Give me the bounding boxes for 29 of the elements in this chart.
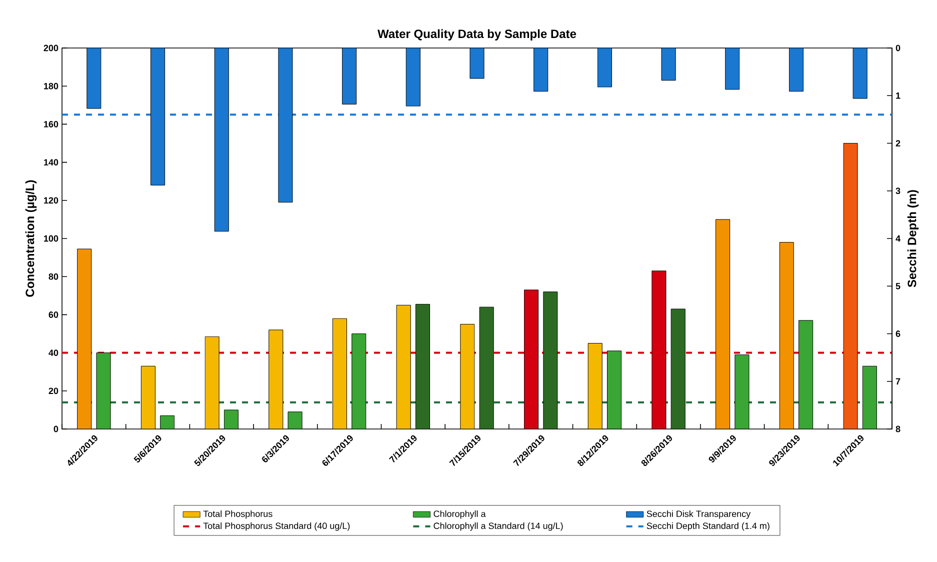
y-tick-label: 180: [44, 82, 58, 90]
legend-label: Total Phosphorus: [203, 510, 272, 519]
y-tick-label: 160: [44, 121, 58, 128]
legend-label: Chlorophyll a: [434, 510, 486, 519]
y2-tick-label: 6: [896, 330, 900, 337]
y-tick-label: 100: [44, 235, 58, 242]
y-tick-label: 80: [48, 273, 58, 280]
legend-label: Secchi Depth Standard (1.4 m): [646, 522, 770, 531]
legend-label: Chlorophyll a Standard (14 ug/L): [434, 522, 563, 531]
y-tick-label: 140: [44, 159, 58, 166]
y-tick-label: 40: [48, 350, 58, 356]
y-axis-title: Concentration (µg/L): [25, 180, 37, 297]
chart-title: Water Quality Data by Sample Date: [378, 29, 576, 40]
y2-tick-label: 4: [896, 235, 900, 242]
y2-tick-label: 7: [896, 378, 900, 384]
y-tick-label: 200: [44, 44, 58, 52]
legend-label: Total Phosphorus Standard (40 ug/L): [203, 522, 350, 531]
y2-tick-label: 5: [896, 282, 900, 290]
y-tick-label: 0: [54, 426, 58, 432]
y-tick-label: 60: [48, 312, 58, 318]
y2-axis-title: Secchi Depth (m): [907, 190, 919, 288]
y-tick-label: 20: [48, 388, 58, 394]
y2-tick-label: 3: [896, 188, 900, 194]
y2-tick-label: 1: [896, 92, 900, 99]
y2-tick-label: 2: [896, 140, 900, 146]
y2-tick-label: 0: [896, 44, 900, 52]
y2-tick-label: 8: [896, 426, 900, 432]
y-tick-label: 120: [44, 197, 58, 204]
legend-label: Secchi Disk Transparency: [646, 510, 751, 519]
